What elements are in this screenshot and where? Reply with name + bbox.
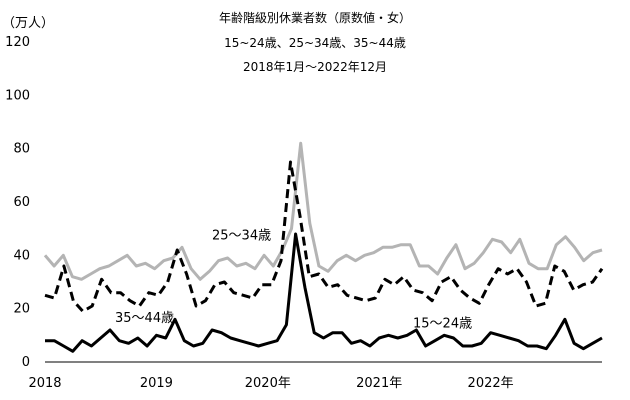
x-tick-label: 2021年 xyxy=(356,376,402,391)
y-tick-label: 20 xyxy=(13,302,30,317)
series-label-25-34: 25～34歳 xyxy=(212,228,271,243)
chart-subtitle: 15~24歳、25~34歳、35~44歳 xyxy=(224,36,406,50)
series-layer xyxy=(43,141,604,353)
x-tick-label: 2019 xyxy=(140,376,173,391)
y-tick-label: 120 xyxy=(5,35,30,50)
series-label-15-24: 15～24歳 xyxy=(413,316,472,331)
x-axis-ticks: 2018 2019 2020年 2021年 2022年 xyxy=(28,376,513,391)
chart-subtitle-period: 2018年1月～2022年12月 xyxy=(243,60,387,74)
x-tick-label: 2020年 xyxy=(245,376,291,391)
series-line-2 xyxy=(45,232,603,353)
y-tick-label: 80 xyxy=(13,142,30,157)
y-axis-ticks: 0 20 40 60 80 100 120 xyxy=(5,35,30,370)
chart-title: 年齢階級別休業者数（原数値・女） xyxy=(218,11,411,25)
series-line-1 xyxy=(44,160,604,313)
y-tick-label: 0 xyxy=(22,355,30,370)
y-tick-label: 60 xyxy=(13,195,30,210)
series-line-0 xyxy=(43,141,603,281)
y-axis-unit: （万人） xyxy=(2,16,55,31)
y-tick-label: 100 xyxy=(5,88,30,103)
y-tick-label: 40 xyxy=(13,248,30,263)
x-tick-label: 2018 xyxy=(28,376,61,391)
x-tick-label: 2022年 xyxy=(468,376,514,391)
series-label-35-44: 35～44歳 xyxy=(115,311,174,326)
